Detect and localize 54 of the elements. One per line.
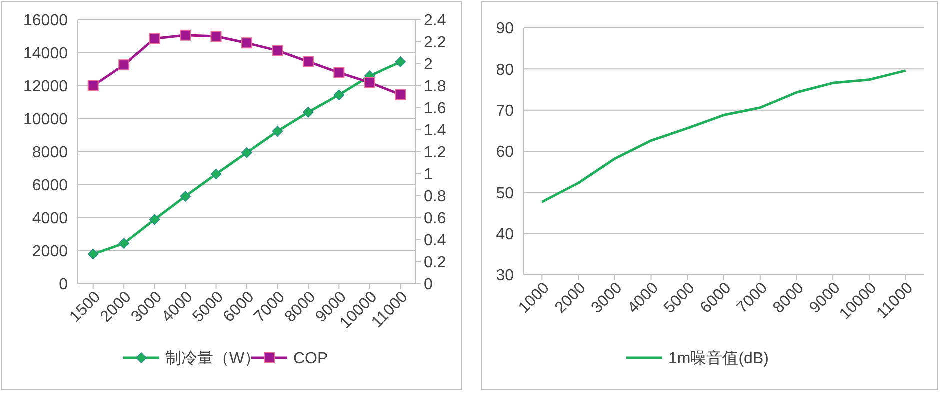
y2-tick-label: 2.2 <box>424 34 446 52</box>
y-tick-label: 16000 <box>24 12 68 30</box>
y-tick-label: 0 <box>59 276 68 294</box>
y-tick-label: 90 <box>496 20 514 38</box>
y-tick-label: 30 <box>496 268 514 285</box>
point <box>88 80 99 92</box>
y2-tick-label: 1.4 <box>424 122 446 140</box>
y2-tick-label: 1 <box>424 166 433 184</box>
y2-tick-label: 2 <box>424 56 433 74</box>
legend-label: 制冷量（W） <box>166 350 261 368</box>
point <box>272 126 284 137</box>
point <box>364 77 376 88</box>
point <box>149 214 160 226</box>
y-tick-label: 4000 <box>32 210 68 228</box>
point <box>302 56 314 68</box>
y-tick-label: 40 <box>496 226 514 244</box>
y2-tick-label: 0.8 <box>424 188 446 206</box>
y-tick-label: 8000 <box>32 144 68 162</box>
y-tick-label: 10000 <box>24 112 68 129</box>
y-tick-label: 14000 <box>24 46 68 63</box>
point <box>303 107 314 118</box>
y2-tick-label: 0 <box>424 276 433 294</box>
y2-tick-label: 0.4 <box>424 232 446 250</box>
line-series <box>540 70 908 204</box>
point <box>334 90 345 100</box>
point <box>149 33 160 44</box>
point <box>210 31 222 42</box>
legend-label: 1m噪音值(dB) <box>668 350 769 368</box>
point <box>395 56 406 68</box>
point <box>88 248 99 260</box>
point <box>210 168 222 180</box>
y-tick-label: 6000 <box>32 178 68 195</box>
point <box>334 67 345 78</box>
point <box>180 30 192 41</box>
point <box>395 89 406 100</box>
y2-tick-label: 0.2 <box>424 254 446 272</box>
point <box>118 238 130 249</box>
y-tick-label: 60 <box>496 144 514 162</box>
y-tick-label: 70 <box>496 102 514 120</box>
y2-tick-label: 1.8 <box>424 78 446 96</box>
y2-tick-label: 2.4 <box>424 12 446 30</box>
point <box>242 38 252 49</box>
y2-tick-label: 1.6 <box>424 100 446 118</box>
point <box>180 191 191 202</box>
point <box>118 60 130 71</box>
y2-tick-label: 0.6 <box>424 210 446 228</box>
y-tick-label: 50 <box>496 185 514 202</box>
y-tick-label: 2000 <box>32 244 68 261</box>
point <box>272 45 284 56</box>
point <box>242 147 252 158</box>
y-tick-label: 80 <box>496 62 514 79</box>
y2-tick-label: 1.2 <box>424 144 446 162</box>
legend-label: COP <box>294 350 328 368</box>
y-tick-label: 12000 <box>24 78 68 96</box>
